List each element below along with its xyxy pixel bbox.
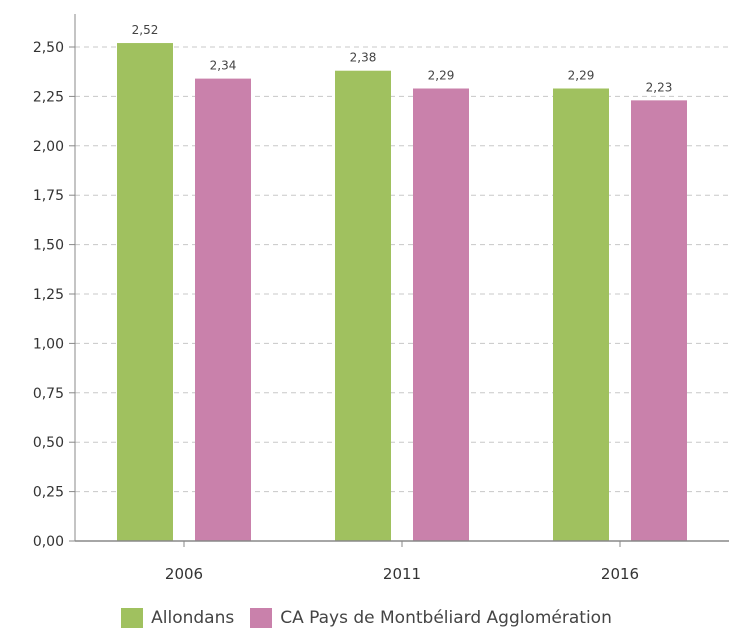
data-label: 2,29: [428, 68, 455, 82]
data-label: 2,23: [646, 80, 673, 94]
x-tick-label: 2006: [165, 565, 203, 583]
gridlines: [75, 46, 729, 493]
bar: [631, 100, 687, 542]
bar: [413, 88, 469, 541]
y-tick-label: 1,25: [33, 287, 64, 303]
data-label: 2,29: [568, 68, 595, 82]
legend-item-ca-pays: CA Pays de Montbéliard Agglomération: [250, 608, 612, 628]
y-tick-label: 1,50: [33, 238, 64, 254]
bar: [553, 88, 609, 541]
data-labels: 2,52 2,34 2,38 2,29 2,29 2,23: [132, 23, 673, 94]
x-tick-label: 2016: [601, 565, 639, 583]
legend-swatch-allondans: [121, 608, 144, 628]
legend-label-allondans: Allondans: [151, 608, 235, 628]
axes: 0,00 0,25 0,50 0,75 1,00 1,25 1,50 1,75 2,00 2,25…: [33, 14, 729, 583]
y-tick-label: 0,50: [33, 435, 64, 451]
x-tick-label: 2011: [383, 565, 421, 583]
y-tick-label: 0,00: [33, 534, 64, 550]
bar-chart: 0,00 0,25 0,50 0,75 1,00 1,25 1,50 1,75 2,00 2,25…: [33, 14, 729, 583]
y-tick-label: 0,25: [33, 485, 64, 501]
bar: [335, 70, 391, 541]
y-tick-label: 1,75: [33, 188, 64, 204]
bar: [195, 78, 251, 541]
legend-swatch-ca-pays: [250, 608, 273, 628]
bars: [117, 43, 687, 542]
bar: [117, 43, 173, 541]
data-label: 2,38: [350, 51, 377, 65]
y-tick-label: 0,75: [33, 386, 64, 402]
y-tick-label: 2,00: [33, 139, 64, 155]
legend: Allondans CA Pays de Montbéliard Agglomé…: [0, 606, 733, 630]
data-label: 2,34: [210, 59, 237, 73]
y-tick-label: 2,50: [33, 40, 64, 56]
y-tick-label: 2,25: [33, 89, 64, 105]
y-tick-label: 1,00: [33, 336, 64, 352]
legend-label-ca-pays: CA Pays de Montbéliard Agglomération: [280, 608, 612, 628]
data-label: 2,52: [132, 23, 159, 37]
legend-item-allondans: Allondans: [121, 608, 234, 628]
